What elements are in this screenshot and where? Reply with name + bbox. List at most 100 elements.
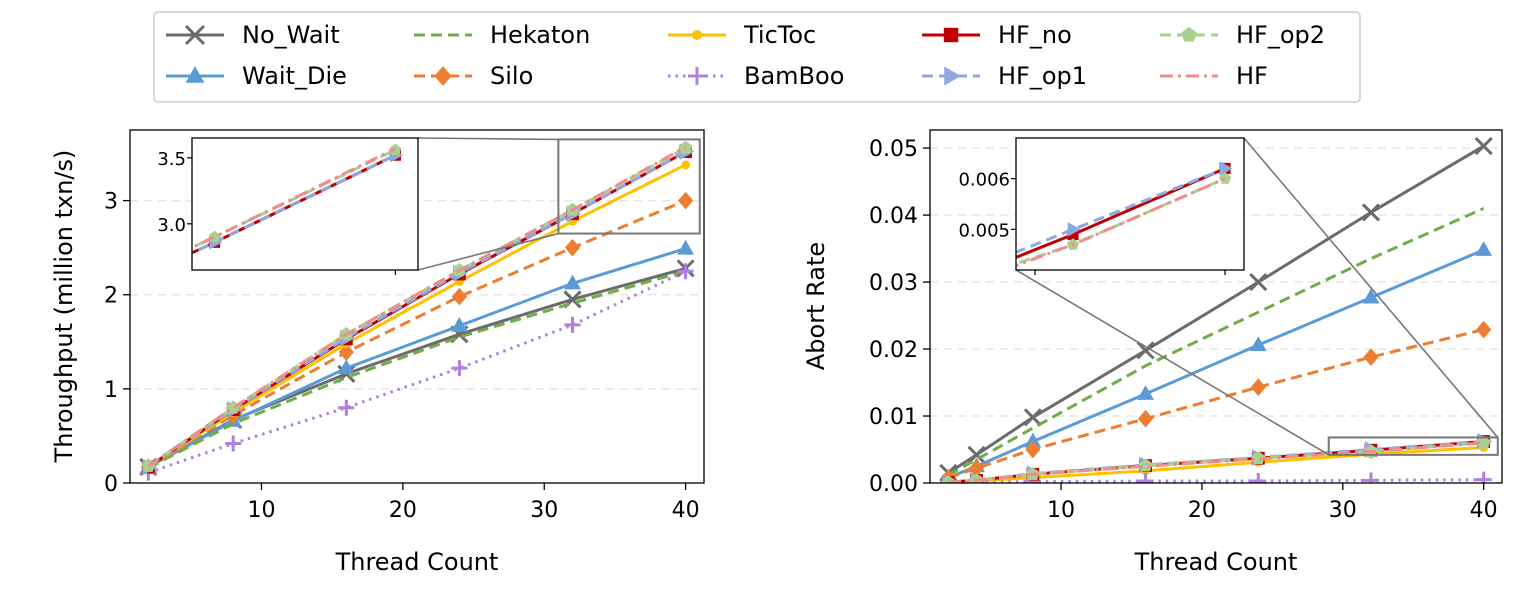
right-inset-ticks: 0.005 0.006 (958, 170, 1226, 275)
left-inset: 3.0 3.5 (28, 137, 419, 333)
r-point-hf-op2-6 (1476, 435, 1491, 449)
right-chart: 0.00 0.01 0.02 0.03 0.04 0.05 10 20 30 40 Thread … (497, 129, 1503, 576)
right-x-axis-label: Thread Count (1134, 548, 1298, 576)
r-point-hf-op2-3 (1138, 458, 1153, 472)
right-zoom-indicator (1015, 137, 1499, 456)
l-point-bamboo-5 (677, 263, 694, 280)
r-point-wait-die-3 (1137, 385, 1154, 400)
r-zoom-box (1327, 436, 1499, 456)
legend-label-tictoc: TicToc (743, 21, 816, 49)
l-zoom-box (557, 138, 701, 235)
legend-label-hf-op1: HF_op1 (998, 62, 1087, 90)
r-point-silo-1 (968, 459, 985, 478)
left-inset-background (192, 138, 418, 270)
r-inset-point-hf-op1-2 (612, 405, 625, 420)
r-point-bamboo-3 (1137, 472, 1154, 483)
left-inset-series (28, 143, 404, 333)
legend-label-bamboo: BamBoo (744, 62, 844, 90)
left-plot-frame (129, 129, 705, 484)
r-ytick-label-4: 0.04 (869, 204, 918, 229)
r-inset-point-hf-op1-1 (536, 456, 549, 471)
l-xtick-label-0: 10 (247, 498, 275, 523)
l-inset-point-hf-op2-3 (28, 315, 40, 326)
legend-label-silo: Silo (490, 62, 533, 90)
right-inset: 0.005 0.006 (497, 137, 1245, 484)
l-xtick-label-2: 30 (530, 498, 558, 523)
r-inset-point-hf-no-5 (1067, 228, 1079, 241)
r-point-bamboo-5 (1362, 472, 1379, 483)
r-point-no-wait-6 (1474, 137, 1493, 156)
r-point-no-wait-4 (1249, 272, 1268, 292)
l-point-bamboo-4 (564, 316, 581, 333)
r-point-bamboo-6 (1475, 471, 1492, 483)
l-xtick-label-1: 20 (389, 498, 417, 523)
l-point-wait-die-3 (451, 316, 468, 332)
r-line-hekaton (947, 207, 1485, 477)
l-series-hekaton (147, 269, 687, 470)
l-ytick-label-3: 3 (104, 190, 118, 215)
r-inset-point-hf-no-1 (535, 457, 546, 468)
r-series-no-wait (939, 137, 1493, 483)
left-ticks: 0 1 2 3 10 20 30 40 (104, 190, 700, 523)
l-inset-point-hf-no-3 (28, 321, 39, 332)
r-inset-point-hf-no-2 (611, 412, 622, 423)
l-inset-ytick-label-1: 3.5 (157, 149, 186, 170)
l-line-hf (147, 145, 687, 468)
l-series-hf (147, 145, 687, 468)
legend-entry-hf-no: HF_no (922, 21, 1072, 49)
r-inset-ytick-label-0: 0.005 (958, 220, 1010, 241)
legend-entry-silo: Silo (414, 62, 533, 90)
left-chart: 0 1 2 3 10 20 30 40 Thread Count Throughput (mi… (28, 129, 705, 576)
legend-marker-no-wait (184, 24, 206, 46)
l-zoom-connector-top (417, 137, 559, 141)
left-x-axis-label: Thread Count (335, 548, 499, 576)
l-point-bamboo-1 (225, 435, 242, 452)
legend-label-hekaton: Hekaton (490, 21, 590, 49)
legend-marker-wait-die (185, 66, 205, 83)
legend-marker-bamboo (688, 67, 706, 85)
right-y-axis-label: Abort Rate (802, 242, 830, 370)
r-point-hf-op2-4 (1251, 451, 1266, 464)
legend-entry-hf-op2: HF_op2 (1160, 21, 1325, 49)
l-line-hekaton (147, 269, 687, 470)
l-line-wait-die (147, 247, 687, 469)
legend-marker-tictoc (692, 30, 702, 40)
l-inset-ytick-label-0: 3.0 (157, 215, 186, 236)
l-inset-point-hf-op1-3 (29, 318, 42, 333)
r-xtick-label-1: 20 (1188, 498, 1216, 523)
r-inset-point-hf-op1-6 (1219, 161, 1233, 176)
right-inset-background (1016, 138, 1244, 270)
r-point-bamboo-4 (1250, 472, 1267, 483)
r-inset-point-hf-op2-0 (497, 472, 509, 483)
r-ytick-label-2: 0.02 (869, 338, 918, 363)
l-point-silo-3 (451, 287, 468, 306)
r-line-hf (948, 441, 1484, 483)
r-point-no-wait-1 (967, 445, 986, 464)
legend-label-no-wait: No_Wait (242, 21, 340, 49)
r-inset-point-hf-no-0 (497, 473, 508, 484)
l-inset-line-hf-op1 (192, 153, 397, 255)
legend-label-wait-die: Wait_Die (242, 62, 347, 90)
left-inset-frame (191, 137, 419, 271)
legend-entry-hf: HF (1160, 62, 1268, 90)
legend-entry-wait-die: Wait_Die (166, 62, 347, 90)
legend: No_Wait Wait_Die Hekaton Silo TicToc BamBoo HF… (153, 11, 1361, 103)
r-zoom-connector-top (1243, 137, 1499, 438)
r-point-silo-6 (1476, 320, 1492, 339)
r-point-silo-5 (1363, 348, 1379, 366)
legend-marker-hf-op2 (1181, 26, 1197, 42)
r-point-no-wait-5 (1361, 203, 1381, 222)
r-series-hekaton (947, 207, 1485, 477)
r-point-silo-2 (1025, 440, 1041, 459)
r-inset-point-hf-op2-2 (611, 411, 623, 422)
l-point-wait-die-4 (564, 274, 581, 290)
l-line-tictoc (147, 163, 687, 469)
r-point-silo-4 (1250, 378, 1266, 397)
r-inset-line-hf-no (1016, 167, 1226, 259)
r-inset-point-hf-op1-3 (764, 339, 777, 354)
left-y-axis-label: Throughput (million txn/s) (50, 150, 78, 464)
r-inset-ytick-label-1: 0.006 (958, 170, 1010, 191)
r-xtick-label-0: 10 (1047, 498, 1075, 523)
right-plot-frame (929, 129, 1503, 484)
